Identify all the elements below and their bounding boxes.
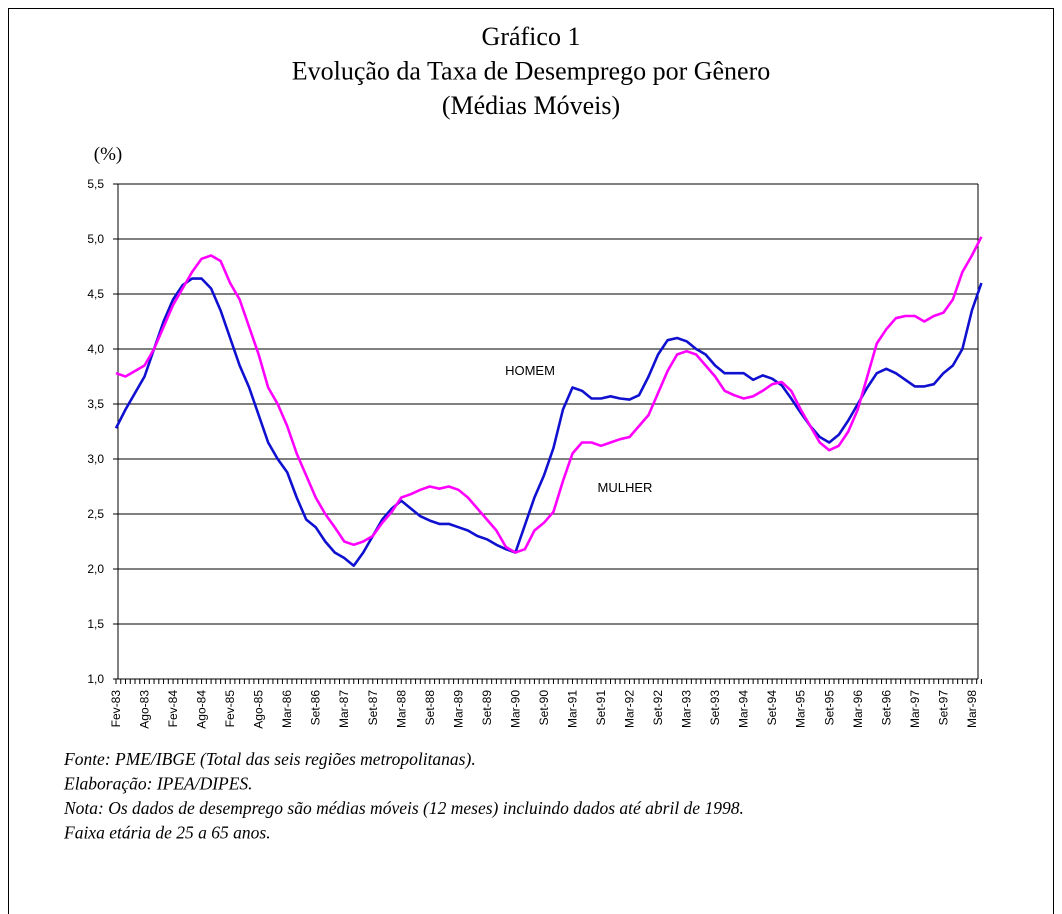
x-tick-label: Mar-89 [451,690,465,728]
y-tick-label: 4,0 [87,342,104,356]
x-tick-label: Mar-95 [794,690,808,728]
y-tick-label: 1,5 [87,617,104,631]
y-tick-label: 5,0 [87,232,104,246]
y-tick-label: 2,0 [87,562,104,576]
series-line [115,236,983,554]
x-tick-label: Set-97 [936,690,950,726]
chart-title: Evolução da Taxa de Desemprego por Gêner… [292,57,771,86]
x-tick-label: Mar-97 [908,690,922,728]
x-tick-label: Mar-86 [280,690,294,728]
x-tick-label: Set-90 [537,690,551,726]
series-label: MULHER [598,480,653,495]
y-tick-label: 3,5 [87,397,104,411]
x-tick-label: Fev-84 [166,690,180,728]
x-tick-label: Mar-94 [737,690,751,728]
x-tick-label: Ago-83 [138,690,152,729]
x-tick-label: Set-89 [480,690,494,726]
x-tick-label: Fev-85 [223,690,237,728]
x-tick-label: Set-93 [708,690,722,726]
x-tick-label: Mar-93 [680,690,694,728]
y-tick-label: 2,5 [87,507,104,521]
x-tick-label: Mar-87 [337,690,351,728]
series-label: HOMEM [505,363,555,378]
x-tick-label: Ago-85 [252,690,266,729]
footnote: Elaboração: IPEA/DIPES. [63,774,253,794]
x-tick-label: Mar-90 [508,690,522,728]
x-tick-label: Mar-96 [851,690,865,728]
x-tick-label: Mar-98 [965,690,979,728]
y-tick-label: 5,5 [87,177,104,191]
y-tick-label: 1,0 [87,672,104,686]
x-tick-label: Set-87 [366,690,380,726]
y-tick-label: 3,0 [87,452,104,466]
x-tick-label: Set-96 [879,690,893,726]
x-tick-label: Mar-92 [623,690,637,728]
series-line [114,277,983,567]
y-tick-label: 4,5 [87,287,104,301]
footnote: Fonte: PME/IBGE (Total das seis regiões … [63,749,476,769]
y-axis-label: (%) [94,144,122,165]
x-tick-label: Set-86 [309,690,323,726]
x-tick-label: Ago-84 [195,690,209,729]
x-tick-label: Set-95 [822,690,836,726]
footnote: Faixa etária de 25 a 65 anos. [63,823,271,843]
frame [8,8,1054,914]
x-tick-label: Fev-83 [109,690,123,728]
footnote: Nota: Os dados de desemprego são médias … [63,798,744,818]
x-tick-label: Mar-88 [394,690,408,728]
x-tick-label: Mar-91 [565,690,579,728]
chart-title: (Médias Móveis) [442,91,620,120]
x-tick-label: Set-92 [651,690,665,726]
x-tick-label: Set-94 [765,690,779,726]
x-tick-label: Set-91 [594,690,608,726]
x-tick-label: Set-88 [423,690,437,726]
chart-title: Gráfico 1 [482,22,581,51]
